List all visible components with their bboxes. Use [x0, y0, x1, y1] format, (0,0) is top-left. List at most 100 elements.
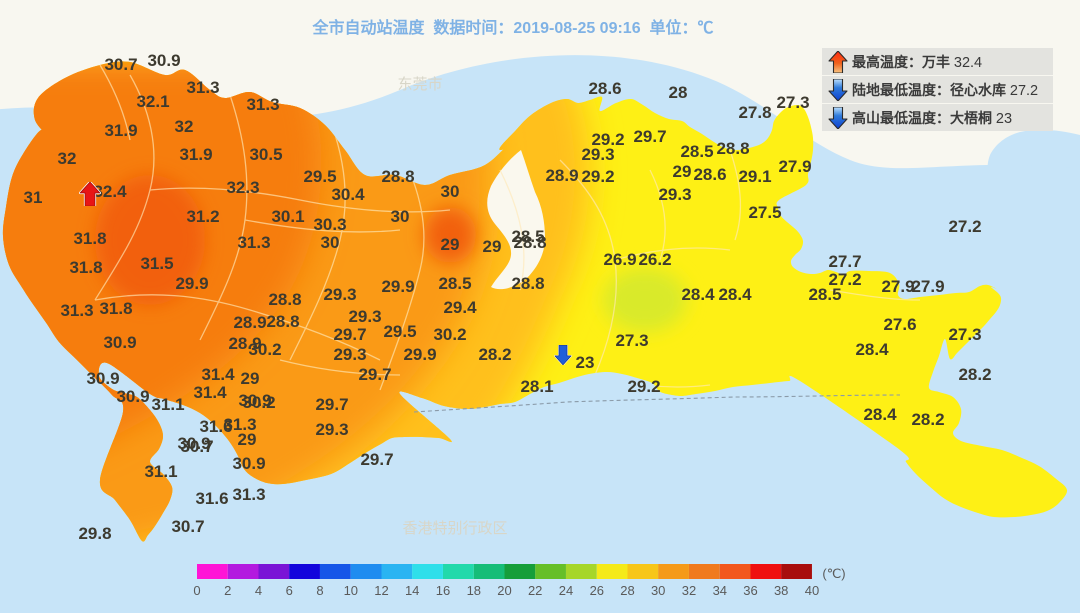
svg-text:27.6: 27.6 — [883, 315, 916, 334]
svg-text:28.8: 28.8 — [266, 312, 299, 331]
svg-text:30.7: 30.7 — [171, 517, 204, 536]
svg-text:31.3: 31.3 — [186, 78, 219, 97]
svg-text:29.3: 29.3 — [333, 345, 366, 364]
svg-text:29.3: 29.3 — [348, 307, 381, 326]
svg-text:27.3: 27.3 — [615, 331, 648, 350]
svg-text:31.8: 31.8 — [69, 258, 102, 277]
svg-text:29.9: 29.9 — [175, 274, 208, 293]
svg-text:31.3: 31.3 — [237, 233, 270, 252]
svg-text:30.9: 30.9 — [232, 454, 265, 473]
svg-text:30.9: 30.9 — [116, 387, 149, 406]
svg-text:28.6: 28.6 — [588, 79, 621, 98]
svg-text:32.1: 32.1 — [136, 92, 169, 111]
svg-text:26.2: 26.2 — [638, 250, 671, 269]
svg-text:29.3: 29.3 — [323, 285, 356, 304]
svg-text:31.4: 31.4 — [193, 383, 227, 402]
svg-text:31.3: 31.3 — [246, 95, 279, 114]
svg-text:28.9: 28.9 — [545, 166, 578, 185]
svg-text:香港特别行政区: 香港特别行政区 — [402, 520, 507, 537]
svg-text:30.3: 30.3 — [313, 215, 346, 234]
svg-text:29.8: 29.8 — [78, 524, 111, 543]
svg-text:30.9: 30.9 — [147, 51, 180, 70]
svg-text:28.9: 28.9 — [233, 313, 266, 332]
svg-text:28.4: 28.4 — [681, 285, 715, 304]
svg-text:28.2: 28.2 — [911, 410, 944, 429]
svg-text:27.7: 27.7 — [828, 252, 861, 271]
svg-text:31.9: 31.9 — [104, 121, 137, 140]
svg-text:29.7: 29.7 — [633, 127, 666, 146]
svg-text:31.1: 31.1 — [151, 395, 184, 414]
svg-text:29: 29 — [441, 235, 460, 254]
svg-text:28.5: 28.5 — [808, 285, 841, 304]
svg-text:31.9: 31.9 — [179, 145, 212, 164]
svg-text:31.3: 31.3 — [232, 485, 265, 504]
svg-text:29.5: 29.5 — [383, 322, 416, 341]
svg-text:31.4: 31.4 — [201, 365, 235, 384]
svg-text:29: 29 — [238, 430, 257, 449]
svg-text:31: 31 — [24, 188, 43, 207]
svg-text:27.8: 27.8 — [738, 103, 771, 122]
svg-text:28.5: 28.5 — [680, 142, 713, 161]
svg-text:32: 32 — [175, 117, 194, 136]
svg-text:29.2: 29.2 — [627, 377, 660, 396]
svg-text:28.2: 28.2 — [478, 345, 511, 364]
svg-text:27.5: 27.5 — [748, 203, 781, 222]
svg-text:28.5: 28.5 — [438, 274, 471, 293]
svg-text:29: 29 — [483, 237, 502, 256]
svg-text:30.7: 30.7 — [104, 55, 137, 74]
svg-text:31.1: 31.1 — [144, 462, 177, 481]
svg-text:28.8: 28.8 — [268, 290, 301, 309]
svg-text:27.9: 27.9 — [881, 277, 914, 296]
svg-text:28.1: 28.1 — [520, 377, 553, 396]
svg-text:28.8: 28.8 — [513, 233, 546, 252]
svg-text:29.7: 29.7 — [360, 450, 393, 469]
svg-text:30.9: 30.9 — [103, 333, 136, 352]
svg-text:28: 28 — [669, 83, 688, 102]
svg-text:29.3: 29.3 — [315, 420, 348, 439]
svg-text:27.2: 27.2 — [948, 217, 981, 236]
svg-text:东莞市: 东莞市 — [397, 76, 442, 93]
svg-text:30.2: 30.2 — [242, 393, 275, 412]
svg-text:28.9: 28.9 — [228, 334, 261, 353]
svg-text:27.9: 27.9 — [911, 277, 944, 296]
svg-text:30: 30 — [391, 207, 410, 226]
svg-text:28.4: 28.4 — [718, 285, 752, 304]
svg-text:28.8: 28.8 — [381, 167, 414, 186]
svg-text:29.3: 29.3 — [658, 185, 691, 204]
svg-text:29.9: 29.9 — [381, 277, 414, 296]
svg-text:30: 30 — [321, 233, 340, 252]
svg-text:28.4: 28.4 — [855, 340, 889, 359]
svg-text:31.2: 31.2 — [186, 207, 219, 226]
svg-text:27.9: 27.9 — [778, 157, 811, 176]
svg-text:31.3: 31.3 — [60, 301, 93, 320]
svg-text:29.7: 29.7 — [333, 325, 366, 344]
svg-text:29.5: 29.5 — [303, 167, 336, 186]
svg-text:30.9: 30.9 — [177, 434, 210, 453]
svg-text:29: 29 — [241, 369, 260, 388]
svg-text:30.2: 30.2 — [433, 325, 466, 344]
svg-text:23: 23 — [576, 353, 595, 372]
svg-text:30.4: 30.4 — [331, 185, 365, 204]
svg-text:28.4: 28.4 — [863, 405, 897, 424]
svg-text:29.3: 29.3 — [581, 145, 614, 164]
svg-text:29.9: 29.9 — [403, 345, 436, 364]
svg-text:28.6: 28.6 — [693, 165, 726, 184]
svg-text:26.9: 26.9 — [603, 250, 636, 269]
svg-text:27.3: 27.3 — [948, 325, 981, 344]
svg-text:32: 32 — [58, 149, 77, 168]
svg-text:31.8: 31.8 — [99, 299, 132, 318]
svg-text:31.8: 31.8 — [73, 229, 106, 248]
svg-text:32.3: 32.3 — [226, 178, 259, 197]
svg-text:31.6: 31.6 — [195, 489, 228, 508]
svg-text:29.7: 29.7 — [358, 365, 391, 384]
svg-text:28.2: 28.2 — [958, 365, 991, 384]
svg-text:30.1: 30.1 — [271, 207, 304, 226]
svg-text:29.1: 29.1 — [738, 167, 771, 186]
svg-text:28.8: 28.8 — [716, 139, 749, 158]
svg-text:27.3: 27.3 — [776, 93, 809, 112]
svg-text:28.8: 28.8 — [511, 274, 544, 293]
svg-text:29.7: 29.7 — [315, 395, 348, 414]
svg-text:29.2: 29.2 — [581, 167, 614, 186]
svg-text:31.5: 31.5 — [140, 254, 173, 273]
svg-text:30: 30 — [441, 182, 460, 201]
